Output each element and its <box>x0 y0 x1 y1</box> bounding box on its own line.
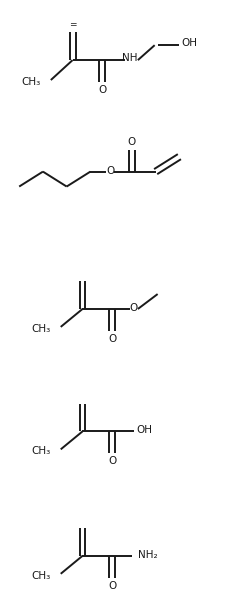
Text: OH: OH <box>137 426 153 435</box>
Text: NH₂: NH₂ <box>138 550 158 560</box>
Text: CH₃: CH₃ <box>32 324 51 334</box>
Text: O: O <box>98 85 106 95</box>
Text: OH: OH <box>181 38 197 48</box>
Text: O: O <box>128 137 136 147</box>
Text: CH₃: CH₃ <box>22 77 41 87</box>
Text: O: O <box>106 166 114 176</box>
Text: O: O <box>130 303 138 313</box>
Text: NH: NH <box>122 53 138 63</box>
Text: O: O <box>108 456 116 466</box>
Text: CH₃: CH₃ <box>32 571 51 581</box>
Text: CH₃: CH₃ <box>32 446 51 456</box>
Text: O: O <box>108 334 116 344</box>
Text: =: = <box>69 20 76 29</box>
Text: O: O <box>108 581 116 591</box>
